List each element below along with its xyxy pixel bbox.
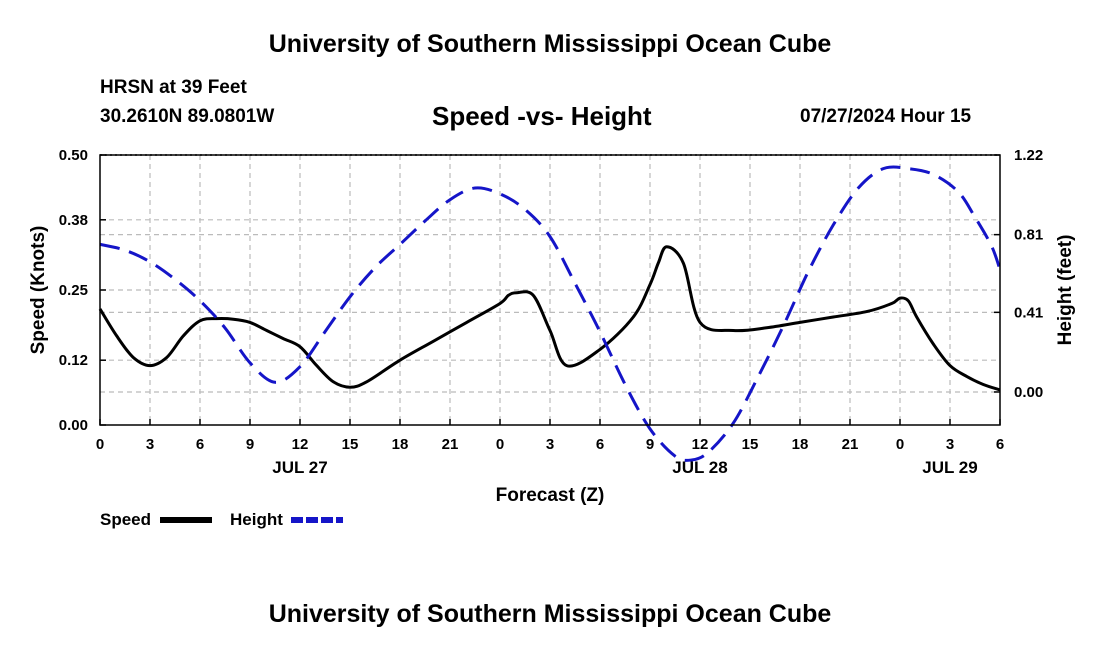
x-tick-label: 15 — [342, 436, 359, 453]
station-label: HRSN at 39 Feet — [100, 77, 247, 98]
page-title: University of Southern Mississippi Ocean… — [268, 30, 832, 58]
y-tick-label: 0.25 — [59, 282, 88, 299]
y2-axis-title: Height (feet) — [1055, 235, 1076, 346]
chart-title: Speed -vs- Height — [432, 101, 652, 131]
x-tick-label: 18 — [792, 436, 809, 453]
y-tick-label: 0.50 — [59, 147, 88, 164]
x-tick-label: 6 — [996, 436, 1004, 453]
footer-title: University of Southern Mississippi Ocean… — [268, 600, 832, 628]
y-tick-label: 0.12 — [59, 352, 88, 369]
x-date-label: JUL 29 — [922, 458, 977, 477]
x-tick-label: 6 — [596, 436, 604, 453]
x-tick-label: 0 — [496, 436, 504, 453]
coordinates-label: 30.2610N 89.0801W — [100, 106, 275, 127]
x-tick-label: 3 — [146, 436, 154, 453]
x-tick-label: 3 — [546, 436, 554, 453]
grid-layer — [100, 154, 1000, 425]
y-tick-label: 0.00 — [59, 417, 88, 434]
x-tick-label: 6 — [196, 436, 204, 453]
x-tick-label: 21 — [442, 436, 459, 453]
y2-tick-label: 0.00 — [1014, 384, 1043, 401]
y2-tick-label: 0.81 — [1014, 227, 1043, 244]
timestamp-label: 07/27/2024 Hour 15 — [800, 106, 972, 127]
x-tick-label: 9 — [646, 436, 654, 453]
x-tick-label: 21 — [842, 436, 859, 453]
x-tick-label: 15 — [742, 436, 759, 453]
series-layer — [98, 165, 1002, 462]
x-tick-label: 0 — [96, 436, 104, 453]
x-tick-label: 9 — [246, 436, 254, 453]
y-axis-title: Speed (Knots) — [28, 226, 49, 355]
y-tick-label: 0.38 — [59, 212, 88, 229]
legend-height-label: Height — [230, 510, 283, 529]
x-tick-label: 12 — [692, 436, 709, 453]
x-date-label: JUL 28 — [672, 458, 727, 477]
series-speed-line — [98, 245, 1001, 392]
x-axis-title: Forecast (Z) — [496, 485, 605, 506]
x-tick-label: 18 — [392, 436, 409, 453]
x-tick-label: 3 — [946, 436, 954, 453]
y2-tick-label: 1.22 — [1014, 147, 1043, 164]
x-tick-label: 0 — [896, 436, 904, 453]
x-date-label: JUL 27 — [272, 458, 327, 477]
x-tick-label: 12 — [292, 436, 309, 453]
axis-layer: 0 3 6 9 12 15 18 21 0 3 6 9 12 15 18 21 0 3 6 JUL 27 JUL 28 J… — [28, 147, 1076, 506]
legend: Speed Height — [100, 510, 343, 529]
legend-speed-label: Speed — [100, 510, 151, 529]
y2-tick-label: 0.41 — [1014, 304, 1043, 321]
